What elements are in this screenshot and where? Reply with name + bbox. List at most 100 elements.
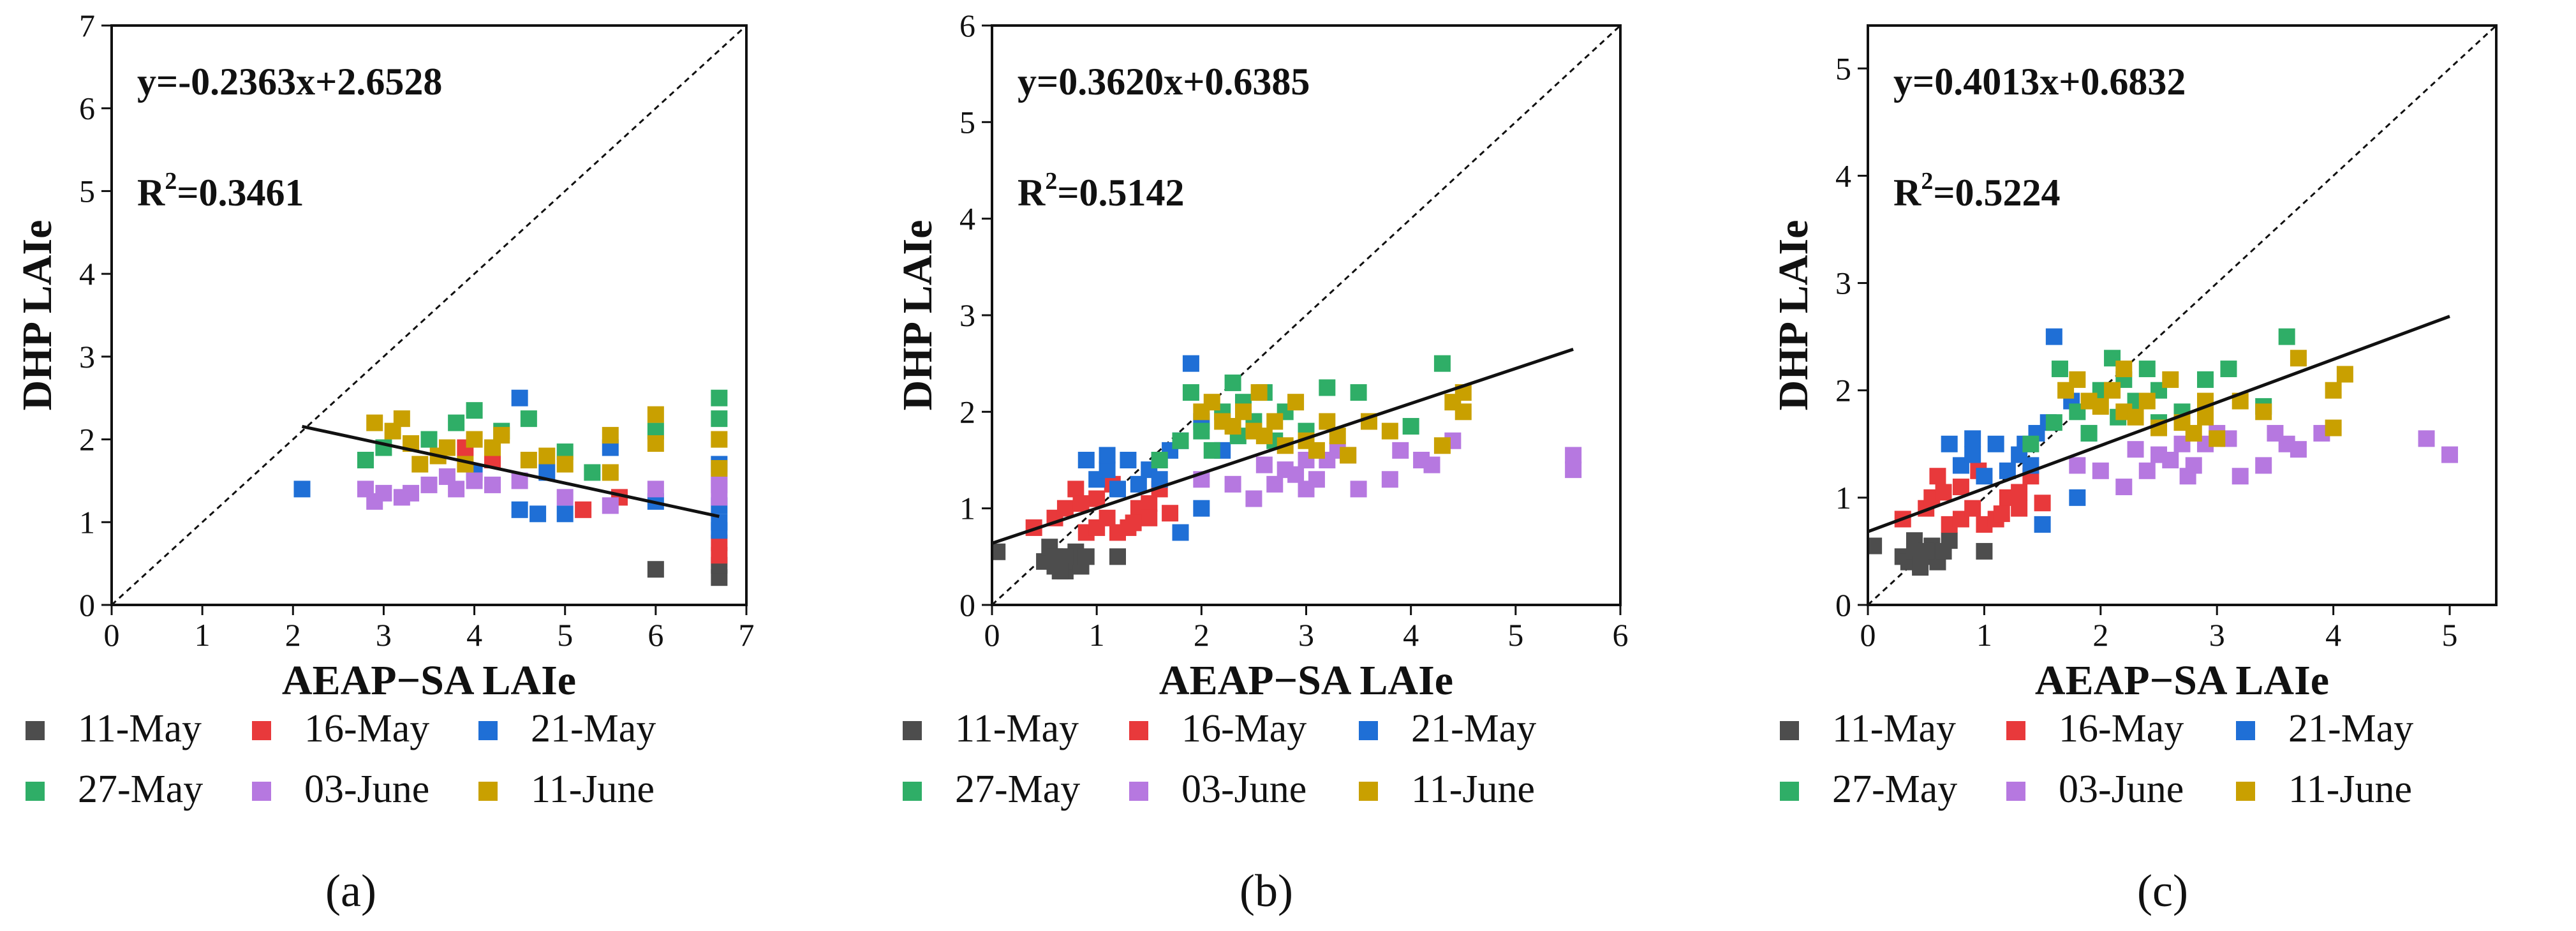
x-axis-label: AEAP−SA LAIe [1159, 657, 1453, 704]
data-point [1402, 418, 1419, 435]
x-tick-label: 3 [376, 617, 392, 653]
data-point [1423, 456, 1440, 473]
legend-marker [2006, 782, 2025, 801]
x-tick-label: 4 [466, 617, 482, 653]
panel-2: 0 1 2 3 4 5 6 0 1 2 3 4 5 6 AEAP−SA LAIe DHP LAIe y=0.36… [894, 8, 1629, 916]
legend-marker [252, 721, 271, 740]
x-tick-label: 2 [2092, 617, 2108, 653]
data-point [2325, 419, 2342, 436]
data-point [411, 456, 429, 473]
panel-1: 0 1 2 3 4 5 6 7 0 1 2 3 4 5 6 7 AEAP−SA LAIe DHP LAIe y=-0… [14, 8, 755, 916]
y-tick-label: 1 [79, 504, 95, 540]
data-point [438, 439, 455, 456]
legend-marker [252, 782, 271, 801]
data-point [2069, 489, 2086, 506]
data-point [1172, 432, 1189, 449]
data-point [538, 447, 556, 465]
y-tick-label: 5 [79, 173, 95, 209]
regression-equation: y=-0.2363x+2.6528 [137, 61, 442, 103]
legend-marker [1359, 782, 1378, 801]
data-point [1072, 495, 1090, 512]
y-tick-label: 2 [959, 394, 975, 429]
y-tick-label: 4 [79, 256, 95, 292]
data-point [1565, 447, 1582, 464]
data-point [529, 505, 547, 523]
data-point [2220, 361, 2237, 378]
data-point [2441, 446, 2459, 463]
data-point [2051, 361, 2068, 378]
data-point [1444, 394, 1462, 411]
legend-marker [1780, 782, 1799, 801]
data-point [2162, 452, 2179, 468]
data-point [1987, 435, 2004, 452]
data-point [1182, 355, 1199, 372]
x-tick-label: 1 [195, 617, 211, 653]
data-point [357, 452, 374, 468]
data-point [1308, 442, 1325, 459]
x-tick-label: 5 [557, 617, 573, 653]
legend-marker [478, 782, 498, 801]
x-tick-label: 5 [1507, 617, 1523, 653]
y-tick-label: 4 [1835, 158, 1851, 193]
data-point [1130, 475, 1147, 493]
data-point [2011, 500, 2028, 517]
legend-label: 27-May [1832, 768, 1957, 811]
r2-prefix: R [1018, 172, 1046, 214]
data-point [1088, 490, 1106, 507]
data-point [2232, 468, 2249, 485]
y-tick-label: 2 [79, 422, 95, 458]
y-axis-label: DHP LAIe [1770, 220, 1817, 411]
x-tick-label: 4 [1403, 617, 1419, 653]
data-point [520, 452, 537, 468]
data-point [2418, 430, 2435, 447]
data-point [1929, 468, 1946, 485]
r2-value: =0.5224 [1933, 172, 2060, 214]
legend-label: 11-May [78, 707, 202, 750]
x-tick-label: 0 [1860, 617, 1876, 653]
data-point [647, 406, 664, 423]
data-point [2138, 361, 2156, 378]
legend: 11-May 16-May 21-May 27-May 03-June 11-June [26, 707, 656, 811]
data-point [293, 480, 311, 498]
x-tick-label: 0 [104, 617, 120, 653]
legend-marker [1359, 721, 1378, 740]
data-point [1964, 430, 1981, 447]
data-point [493, 427, 510, 444]
series-21-May [1077, 355, 1231, 541]
data-point [2290, 441, 2307, 458]
data-point [2138, 462, 2156, 479]
identity-line [992, 26, 1620, 605]
data-point [2336, 366, 2353, 383]
data-point [1120, 452, 1137, 468]
r2-value: =0.3461 [177, 172, 304, 214]
data-point [1287, 466, 1305, 483]
legend-label: 21-May [531, 707, 656, 750]
data-point [420, 476, 438, 493]
y-axis-label: DHP LAIe [894, 220, 941, 411]
data-point [1381, 422, 1398, 440]
data-point [556, 456, 574, 473]
data-point [2255, 403, 2272, 421]
data-point [2011, 484, 2028, 501]
data-point [2092, 398, 2109, 415]
data-point [1912, 556, 1929, 573]
r2-value: =0.5142 [1057, 172, 1184, 214]
legend-marker [2006, 721, 2025, 740]
data-point [1266, 475, 1284, 493]
data-point [1099, 461, 1116, 479]
data-point [556, 489, 574, 506]
series-11-June [2057, 350, 2353, 447]
data-point [2196, 371, 2214, 388]
x-tick-label: 6 [1613, 617, 1629, 653]
y-tick-label: 0 [959, 587, 975, 623]
y-tick-label: 1 [959, 491, 975, 526]
data-point [1099, 447, 1116, 464]
x-tick-label: 4 [2325, 617, 2341, 653]
data-point [2115, 361, 2133, 378]
plot-frame [110, 24, 748, 606]
r2-exponent: 2 [165, 168, 177, 195]
legend-label: 11-June [2288, 768, 2412, 811]
panel-caption: (a) [325, 865, 376, 916]
data-point [466, 472, 483, 489]
data-point [647, 561, 664, 578]
